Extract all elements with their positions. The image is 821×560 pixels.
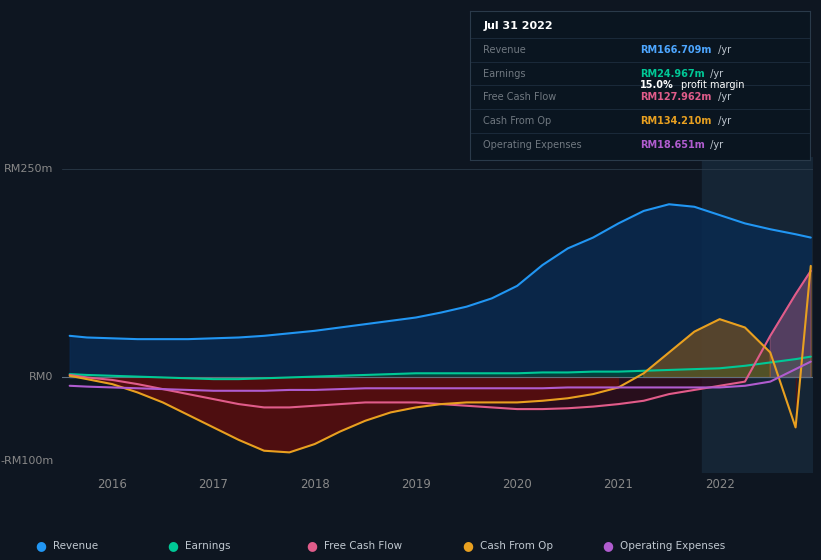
Text: /yr: /yr (715, 92, 731, 102)
Text: Revenue: Revenue (53, 541, 99, 551)
Bar (703, 157, 813, 473)
Text: /yr: /yr (708, 140, 723, 150)
Text: Operating Expenses: Operating Expenses (484, 140, 582, 150)
Text: /yr: /yr (715, 116, 731, 126)
Text: ●: ● (602, 539, 613, 553)
Text: /yr: /yr (715, 45, 731, 55)
Text: 15.0%: 15.0% (640, 81, 674, 90)
Text: RM0: RM0 (29, 372, 53, 382)
Text: Free Cash Flow: Free Cash Flow (484, 92, 557, 102)
Text: /yr: /yr (708, 68, 723, 78)
Text: ●: ● (167, 539, 178, 553)
Text: ●: ● (35, 539, 47, 553)
Text: ●: ● (462, 539, 474, 553)
Text: ●: ● (306, 539, 318, 553)
Text: Operating Expenses: Operating Expenses (620, 541, 725, 551)
Text: RM166.709m: RM166.709m (640, 45, 711, 55)
Text: -RM100m: -RM100m (0, 456, 53, 466)
Text: Earnings: Earnings (185, 541, 230, 551)
Text: Revenue: Revenue (484, 45, 526, 55)
Text: RM127.962m: RM127.962m (640, 92, 711, 102)
Text: Cash From Op: Cash From Op (480, 541, 553, 551)
Text: Jul 31 2022: Jul 31 2022 (484, 21, 553, 31)
Text: Free Cash Flow: Free Cash Flow (324, 541, 402, 551)
Text: Cash From Op: Cash From Op (484, 116, 552, 126)
Text: RM18.651m: RM18.651m (640, 140, 704, 150)
Text: RM24.967m: RM24.967m (640, 68, 704, 78)
Text: RM134.210m: RM134.210m (640, 116, 711, 126)
Text: RM250m: RM250m (4, 164, 53, 174)
Text: profit margin: profit margin (681, 81, 745, 90)
Text: Earnings: Earnings (484, 68, 525, 78)
